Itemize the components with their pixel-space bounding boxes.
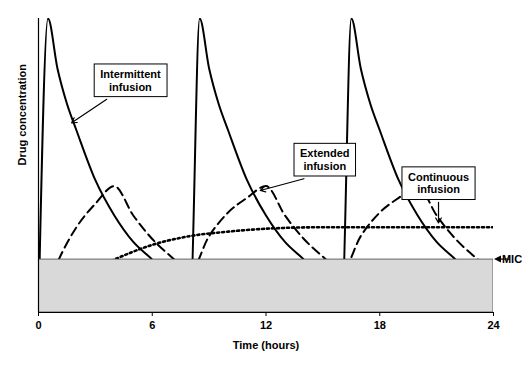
svg-text:6: 6 — [149, 319, 155, 331]
svg-text:18: 18 — [374, 319, 386, 331]
svg-text:0: 0 — [35, 319, 41, 331]
svg-text:MIC: MIC — [502, 253, 522, 265]
svg-text:12: 12 — [260, 319, 272, 331]
svg-text:Extendedinfusion: Extendedinfusion — [300, 147, 350, 172]
svg-text:Drug concentration: Drug concentration — [16, 64, 28, 166]
svg-text:24: 24 — [487, 319, 500, 331]
svg-text:Intermittentinfusion: Intermittentinfusion — [100, 68, 161, 93]
svg-text:Continuousinfusion: Continuousinfusion — [408, 171, 469, 196]
svg-text:Time (hours): Time (hours) — [233, 339, 300, 351]
